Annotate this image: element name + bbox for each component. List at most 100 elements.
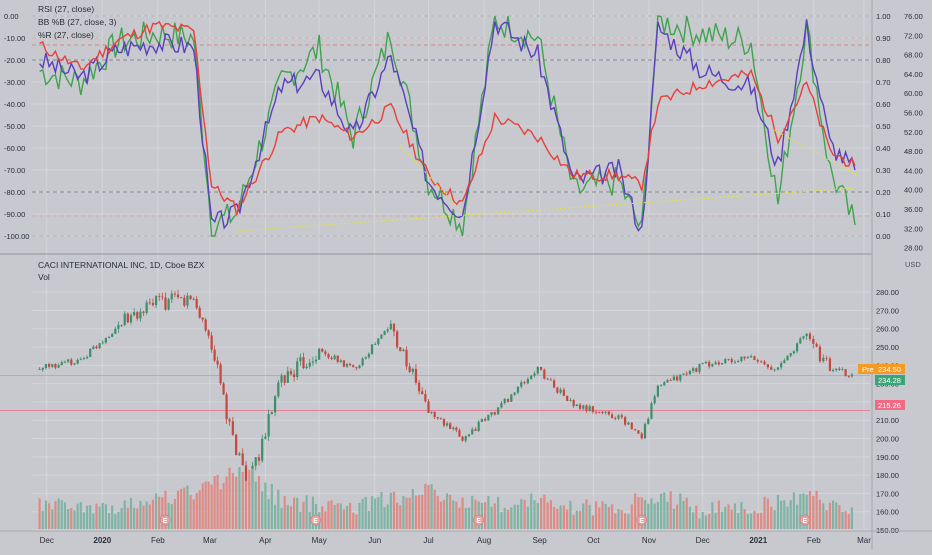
candle-body[interactable]	[513, 392, 516, 395]
volume-bar[interactable]	[324, 511, 327, 529]
candle-body[interactable]	[640, 433, 643, 439]
volume-bar[interactable]	[383, 507, 386, 529]
volume-bar[interactable]	[408, 497, 411, 529]
candle-body[interactable]	[822, 357, 825, 362]
candle-body[interactable]	[724, 359, 727, 364]
volume-bar[interactable]	[708, 513, 711, 529]
candle-body[interactable]	[67, 359, 70, 362]
time-axis-label[interactable]: 2021	[749, 536, 767, 545]
right-inner-axis-label[interactable]: 0.00	[876, 232, 891, 241]
volume-bar[interactable]	[746, 514, 749, 529]
volume-bar[interactable]	[510, 507, 513, 529]
candle-body[interactable]	[95, 346, 98, 349]
volume-bar[interactable]	[526, 506, 529, 529]
volume-bar[interactable]	[70, 507, 73, 529]
right-outer-axis-label[interactable]: 40.00	[904, 186, 923, 195]
volume-bar[interactable]	[675, 504, 679, 529]
volume-bar[interactable]	[436, 496, 439, 529]
volume-bar[interactable]	[844, 511, 847, 529]
candle-body[interactable]	[773, 369, 776, 371]
time-axis-label[interactable]: Mar	[203, 536, 217, 545]
candle-body[interactable]	[145, 302, 148, 313]
volume-bar[interactable]	[490, 506, 493, 529]
candle-body[interactable]	[607, 411, 610, 415]
candle-body[interactable]	[445, 423, 449, 426]
volume-bar[interactable]	[264, 482, 267, 529]
volume-bar[interactable]	[727, 504, 730, 529]
candle-body[interactable]	[345, 363, 349, 367]
volume-bar[interactable]	[815, 490, 818, 529]
volume-bar[interactable]	[601, 501, 604, 529]
volume-bar[interactable]	[464, 508, 467, 529]
volume-bar[interactable]	[566, 509, 569, 529]
candle-body[interactable]	[225, 394, 228, 420]
time-axis-label[interactable]: Feb	[807, 536, 821, 545]
candle-body[interactable]	[838, 368, 841, 370]
candle-body[interactable]	[692, 368, 695, 371]
right-outer-axis-label[interactable]: 64.00	[904, 70, 923, 79]
volume-bar[interactable]	[724, 506, 727, 529]
volume-bar[interactable]	[669, 491, 672, 529]
candle-body[interactable]	[142, 311, 145, 313]
currency-label[interactable]: USD	[905, 260, 921, 269]
volume-bar[interactable]	[148, 504, 151, 529]
volume-bar[interactable]	[711, 502, 714, 529]
left-axis-label[interactable]: 0.00	[4, 12, 19, 21]
legend-rsi[interactable]: RSI (27, close)	[38, 4, 94, 14]
volume-bar[interactable]	[630, 504, 633, 529]
volume-bar[interactable]	[207, 481, 210, 529]
candle-body[interactable]	[54, 364, 57, 368]
candle-body[interactable]	[740, 356, 743, 361]
volume-bar[interactable]	[783, 500, 786, 529]
volume-bar[interactable]	[620, 510, 623, 529]
price-axis-label[interactable]: 200.00	[876, 435, 899, 444]
candle-body[interactable]	[760, 361, 763, 363]
volume-bar[interactable]	[461, 497, 464, 529]
volume-bar[interactable]	[377, 497, 380, 529]
volume-bar[interactable]	[210, 484, 213, 529]
candle-body[interactable]	[770, 367, 773, 370]
earnings-marker-label[interactable]: E	[639, 518, 644, 525]
candle-body[interactable]	[808, 333, 812, 339]
volume-bar[interactable]	[634, 493, 637, 529]
candle-body[interactable]	[844, 369, 847, 376]
candle-body[interactable]	[244, 465, 248, 483]
volume-bar[interactable]	[305, 495, 308, 529]
candle-body[interactable]	[311, 361, 314, 363]
volume-bar[interactable]	[598, 507, 601, 529]
volume-bar[interactable]	[145, 501, 148, 529]
candle-body[interactable]	[136, 312, 139, 319]
candle-body[interactable]	[189, 295, 192, 299]
volume-bar[interactable]	[433, 489, 436, 529]
volume-bar[interactable]	[841, 511, 844, 529]
volume-bar[interactable]	[54, 501, 57, 529]
volume-bar[interactable]	[189, 494, 192, 529]
candle-body[interactable]	[76, 359, 79, 364]
volume-bar[interactable]	[737, 512, 740, 529]
candle-body[interactable]	[530, 375, 533, 380]
candle-body[interactable]	[520, 382, 523, 387]
earnings-marker[interactable]	[159, 514, 171, 526]
candle-body[interactable]	[82, 358, 86, 360]
candle-body[interactable]	[427, 401, 430, 413]
candle-body[interactable]	[695, 368, 698, 372]
volume-bar[interactable]	[776, 495, 780, 529]
candle-body[interactable]	[120, 325, 123, 326]
volume-bar[interactable]	[254, 481, 257, 529]
candle-body[interactable]	[89, 348, 92, 358]
earnings-marker-label[interactable]: E	[803, 518, 808, 525]
candle-body[interactable]	[79, 359, 82, 360]
left-axis-label[interactable]: -100.00	[4, 232, 29, 241]
volume-bar[interactable]	[520, 499, 523, 529]
volume-bar[interactable]	[753, 511, 756, 529]
time-axis-label[interactable]: Dec	[40, 536, 54, 545]
candle-body[interactable]	[569, 399, 572, 401]
candle-body[interactable]	[126, 313, 129, 323]
candle-body[interactable]	[578, 404, 582, 409]
volume-bar[interactable]	[213, 476, 216, 529]
candle-body[interactable]	[805, 333, 808, 337]
volume-bar[interactable]	[786, 506, 789, 529]
candle-body[interactable]	[402, 349, 405, 352]
volume-bar[interactable]	[467, 507, 471, 529]
candle-body[interactable]	[546, 378, 549, 380]
